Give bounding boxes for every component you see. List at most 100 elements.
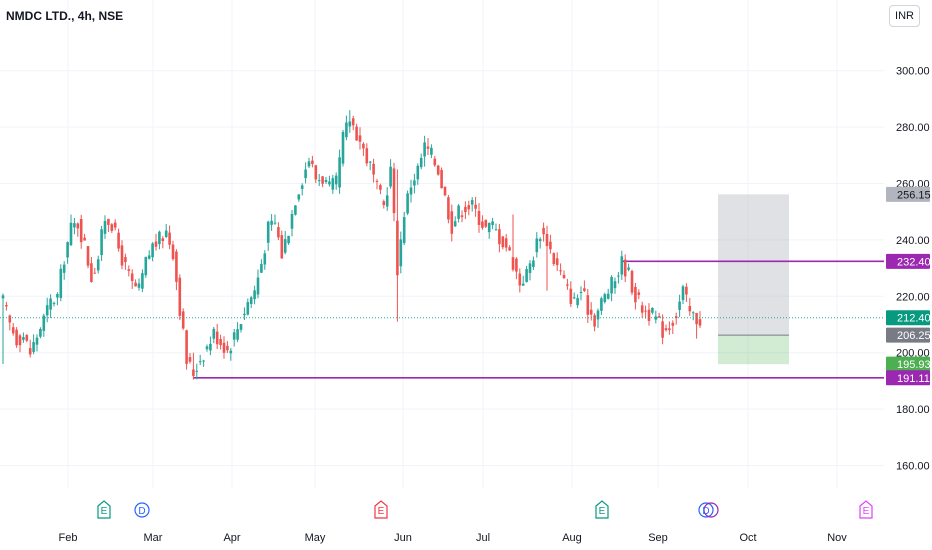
candle-body	[436, 165, 440, 175]
x-tick-label: Jun	[394, 532, 412, 544]
candle-body	[589, 309, 593, 315]
candle-body	[300, 185, 304, 189]
candle-body	[453, 221, 457, 227]
candle-body	[5, 304, 8, 307]
candle-body	[433, 158, 437, 166]
candle-body	[481, 221, 484, 228]
earnings-event-icon[interactable]: E	[374, 500, 388, 519]
candle-body	[202, 360, 205, 362]
candle-body	[440, 169, 443, 189]
candle-body	[134, 282, 137, 287]
dividend-event-icon[interactable]: D	[134, 502, 150, 518]
candle-body	[120, 245, 124, 266]
candle-body	[685, 286, 688, 295]
candle-body	[375, 180, 379, 182]
candle-body	[59, 268, 63, 298]
candle-body	[562, 274, 566, 278]
candle-body	[56, 294, 59, 298]
candle-body	[249, 297, 253, 304]
event-letter: E	[101, 506, 108, 517]
time-axis: Feb Mar Apr May Jun Jul Aug Sep Oct Nov	[59, 532, 848, 544]
candle-body	[328, 181, 331, 185]
candle-body	[569, 288, 573, 304]
x-tick-label: Oct	[739, 532, 756, 544]
candle-body	[552, 253, 556, 265]
candle-body	[15, 329, 18, 346]
event-letter: E	[863, 506, 870, 517]
candles	[0, 110, 884, 380]
candle-body	[226, 345, 229, 351]
candle-body	[457, 205, 460, 219]
candle-body	[229, 350, 233, 354]
earnings-event-icon[interactable]: E	[859, 500, 873, 519]
candle-body	[504, 238, 508, 248]
candle-body	[161, 238, 165, 242]
earnings-shape	[374, 500, 388, 519]
candle-body	[86, 246, 90, 266]
candle-body	[623, 259, 627, 277]
x-tick-label: Jul	[476, 532, 490, 544]
candle-body	[324, 179, 328, 182]
candle-body	[246, 302, 250, 315]
candle-body	[283, 239, 287, 253]
candle-body	[66, 242, 69, 258]
price-tag-bg	[886, 356, 930, 372]
candle-body	[399, 239, 403, 267]
candle-body	[205, 346, 209, 350]
earnings-event-icon[interactable]: E	[97, 500, 111, 519]
candle-body	[477, 210, 481, 226]
candle-body	[511, 257, 515, 270]
candle-body	[11, 327, 15, 334]
x-tick-label: Aug	[562, 532, 582, 544]
candle-body	[290, 214, 294, 229]
candle-body	[498, 229, 501, 245]
candle-body	[62, 264, 66, 273]
candle-body	[277, 227, 280, 238]
candle-body	[681, 286, 685, 301]
candle-body	[406, 193, 409, 214]
price-tag-label: 212.40	[897, 313, 931, 325]
candle-body	[195, 370, 199, 372]
candle-body	[698, 319, 702, 326]
price-tag-label: 232.40	[897, 256, 931, 268]
candle-body	[538, 239, 542, 242]
candle-body	[396, 220, 399, 276]
price-tag: 191.11	[886, 370, 930, 386]
price-tag: 195.93	[886, 356, 931, 372]
candle-body	[22, 337, 25, 340]
candle-body	[668, 328, 671, 330]
candle-body	[141, 273, 144, 289]
candle-body	[487, 222, 491, 233]
candle-body	[8, 315, 12, 323]
candle-body	[117, 232, 120, 249]
candle-body	[232, 332, 236, 340]
split-circle	[703, 502, 719, 518]
candle-body	[596, 310, 600, 320]
candle-body	[192, 369, 195, 376]
candle-body	[430, 147, 433, 155]
earnings-shape	[595, 500, 609, 519]
candle-body	[18, 335, 22, 346]
candle-body	[304, 169, 307, 179]
candle-body	[640, 305, 644, 313]
candle-body	[158, 231, 161, 245]
candle-body	[103, 220, 107, 234]
candle-body	[355, 126, 358, 141]
candle-body	[362, 143, 365, 149]
candle-body	[426, 146, 430, 149]
candle-body	[107, 218, 110, 225]
candle-body	[90, 263, 93, 282]
candle-body	[528, 263, 532, 273]
candle-body	[209, 343, 212, 351]
candle-body	[559, 270, 562, 272]
earnings-event-icon[interactable]: E	[595, 500, 609, 519]
candle-body	[610, 276, 613, 294]
currency-button[interactable]: INR	[889, 5, 920, 27]
candle-body	[671, 322, 675, 326]
dividend-event-icon[interactable]: D	[698, 502, 719, 518]
candle-body	[620, 256, 624, 275]
candle-body	[525, 269, 528, 283]
candle-body	[83, 237, 86, 241]
candle-body	[474, 204, 477, 209]
